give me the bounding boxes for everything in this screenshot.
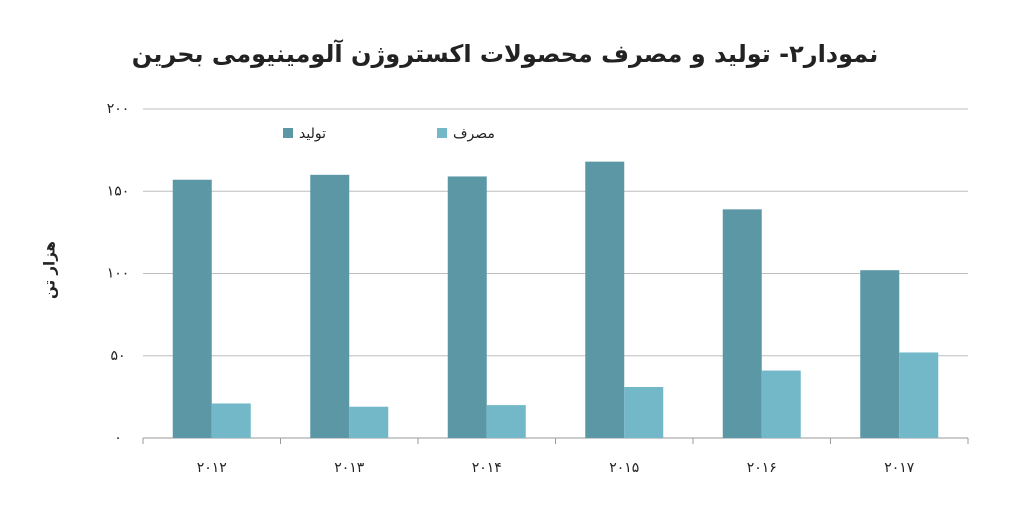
x-tick-label: ۲۰۱۳: [334, 460, 365, 476]
bar: [349, 406, 389, 438]
bar: [761, 370, 801, 438]
y-tick-label: ۲۰۰: [107, 101, 130, 117]
x-tick-label: ۲۰۱۲: [197, 460, 227, 476]
bar: [172, 179, 212, 439]
legend-label: مصرف: [453, 126, 495, 142]
legend-label: تولید: [299, 126, 326, 142]
y-tick-label: ۵۰: [110, 348, 125, 364]
y-tick-label: ۱۰۰: [107, 266, 130, 282]
bar: [310, 174, 350, 439]
legend-swatch: [283, 128, 293, 138]
bar: [899, 352, 939, 438]
y-tick-label: ۰: [114, 430, 122, 446]
bar: [585, 161, 625, 438]
bar: [211, 403, 251, 438]
bar: [447, 176, 487, 438]
chart-title: نمودار۲- تولید و مصرف محصولات اکستروژن آ…: [132, 39, 879, 68]
y-axis-label: هزار تن: [41, 241, 59, 299]
x-tick-label: ۲۰۱۵: [609, 460, 639, 476]
bar: [860, 270, 900, 438]
x-tick-label: ۲۰۱۷: [884, 460, 915, 476]
bar: [722, 209, 762, 438]
x-tick-label: ۲۰۱۴: [472, 460, 502, 476]
legend-swatch: [437, 128, 447, 138]
y-tick-label: ۱۵۰: [107, 183, 130, 199]
x-tick-label: ۲۰۱۶: [747, 460, 777, 476]
bar: [624, 387, 664, 438]
bar: [486, 405, 526, 438]
